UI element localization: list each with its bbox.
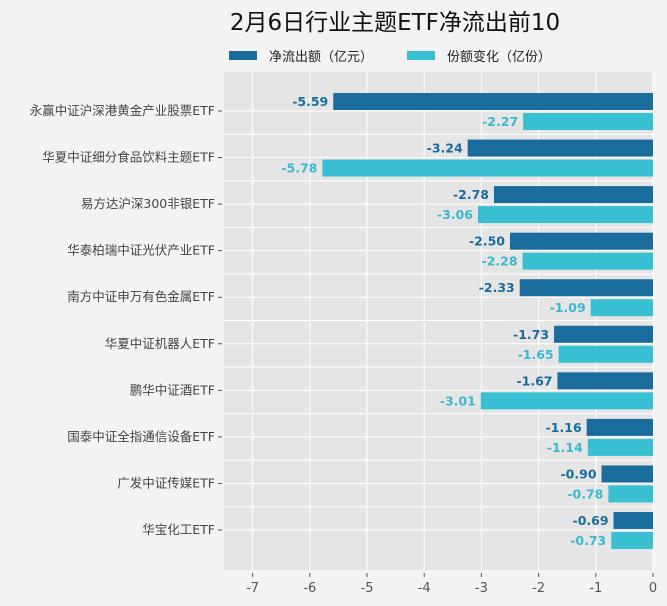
gridlines xyxy=(224,72,654,570)
x-tick-label: -1 xyxy=(589,581,602,596)
bars: -5.59 -2.27 -3.24 -5.78 -2.78 -3.06 -2.50 -2.28… xyxy=(281,93,653,549)
data-label: -5.59 xyxy=(292,94,328,109)
bar-share-change xyxy=(587,438,653,456)
category-label: 鹏华中证酒ETF xyxy=(130,382,215,397)
x-tick-label: -3 xyxy=(475,581,488,596)
data-label: -1.65 xyxy=(518,347,554,362)
category-labels: 永赢中证沪深港黄金产业股票ETF 华夏中证细分食品饮料主题ETF 易方达沪深300非… xyxy=(30,103,222,537)
bar-net-outflow xyxy=(557,372,653,390)
category-label: 国泰中证全指通信设备ETF xyxy=(67,429,215,444)
x-tick-label: -4 xyxy=(418,581,431,596)
bar-share-change xyxy=(322,159,653,177)
bar-net-outflow xyxy=(586,418,653,436)
data-label: -1.73 xyxy=(513,327,549,342)
bar-net-outflow xyxy=(554,325,653,343)
bar-share-change xyxy=(558,345,653,363)
data-label: -0.69 xyxy=(573,513,609,528)
data-label: -1.16 xyxy=(546,420,582,435)
bar-net-outflow xyxy=(467,139,653,157)
legend-swatch-0 xyxy=(229,51,257,60)
category-label: 华宝化工ETF xyxy=(142,522,215,537)
bar-net-outflow xyxy=(493,186,653,204)
data-label: -3.24 xyxy=(427,141,463,156)
data-label: -5.78 xyxy=(281,161,317,176)
legend-swatch-1 xyxy=(407,51,435,60)
category-label: 广发中证传媒ETF xyxy=(117,475,215,490)
bar-share-change xyxy=(523,113,653,130)
x-tick-label: -5 xyxy=(361,581,374,596)
data-label: -1.09 xyxy=(550,300,586,315)
chart-title: 2月6日行业主题ETF净流出前10 xyxy=(230,10,560,36)
data-label: -2.27 xyxy=(482,114,518,129)
bar-share-change xyxy=(611,532,653,549)
x-axis: -7 -6 -5 -4 -3 -2 -1 0 xyxy=(246,573,657,596)
bar-share-change xyxy=(480,392,653,410)
data-label: -0.90 xyxy=(560,466,596,481)
bar-net-outflow xyxy=(613,512,653,529)
category-label: 华泰柏瑞中证光伏产业ETF xyxy=(67,243,215,258)
data-label: -3.01 xyxy=(440,393,476,408)
data-label: -3.06 xyxy=(437,207,473,222)
data-label: -2.50 xyxy=(469,234,505,249)
bar-net-outflow xyxy=(333,93,653,110)
data-label: -2.78 xyxy=(453,187,489,202)
category-label: 易方达沪深300非银ETF xyxy=(81,196,215,211)
legend: 净流出额（亿元） 份额变化（亿份） xyxy=(229,49,551,65)
legend-label-0: 净流出额（亿元） xyxy=(269,50,373,65)
category-label: 南方中证申万有色金属ETF xyxy=(67,289,215,304)
bar-share-change xyxy=(522,252,653,270)
bar-net-outflow xyxy=(601,465,653,483)
data-label: -1.67 xyxy=(516,373,552,388)
data-label: -0.78 xyxy=(567,486,603,501)
x-tick-label: -2 xyxy=(532,581,545,596)
bar-share-change xyxy=(590,299,653,317)
bar-share-change xyxy=(608,485,653,503)
bar-share-change xyxy=(477,206,653,224)
data-label: -2.28 xyxy=(482,254,518,269)
bar-net-outflow xyxy=(519,279,653,297)
category-label: 华夏中证机器人ETF xyxy=(105,336,215,351)
category-label: 永赢中证沪深港黄金产业股票ETF xyxy=(30,103,215,118)
x-tick-label: -6 xyxy=(303,581,316,596)
data-label: -0.73 xyxy=(570,533,606,548)
data-label: -1.14 xyxy=(547,440,583,455)
category-label: 华夏中证细分食品饮料主题ETF xyxy=(42,150,215,165)
legend-label-1: 份额变化（亿份） xyxy=(447,49,551,65)
data-label: -2.33 xyxy=(479,280,515,295)
x-tick-label: -7 xyxy=(246,581,259,596)
x-tick-label: 0 xyxy=(649,581,657,596)
bar-net-outflow xyxy=(510,232,653,250)
